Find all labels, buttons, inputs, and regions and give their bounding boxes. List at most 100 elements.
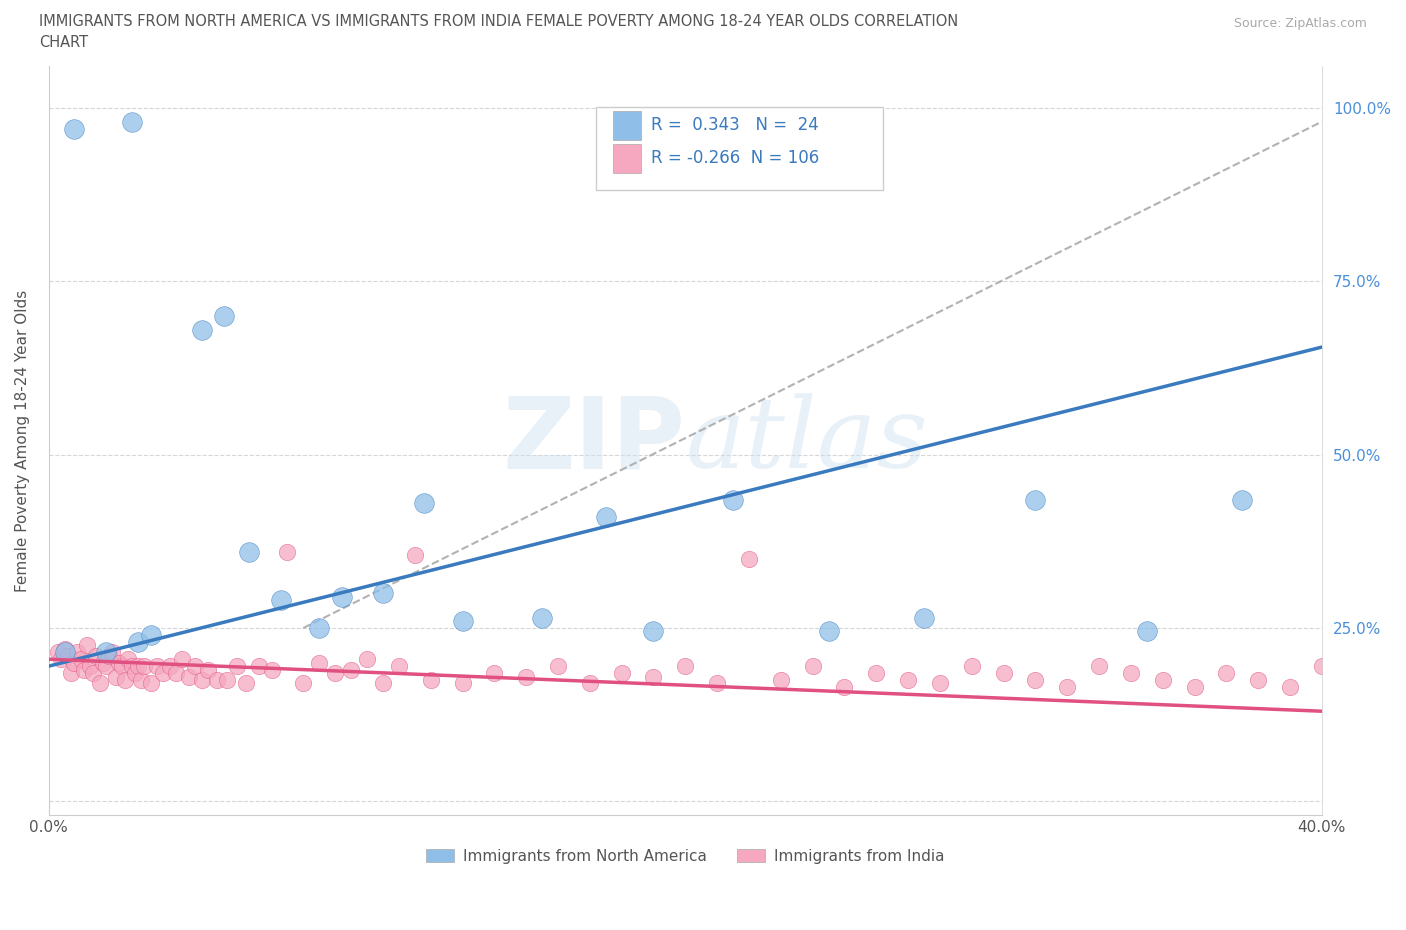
Point — [63, 121, 86, 136]
Point — [212, 309, 235, 324]
Point — [89, 676, 111, 691]
Point — [139, 676, 162, 691]
Text: IMMIGRANTS FROM NORTH AMERICA VS IMMIGRANTS FROM INDIA FEMALE POVERTY AMONG 18-2: IMMIGRANTS FROM NORTH AMERICA VS IMMIGRA… — [39, 14, 959, 29]
Point — [134, 658, 156, 673]
Point — [1247, 672, 1270, 687]
Point — [1024, 492, 1046, 507]
Point — [91, 656, 114, 671]
Point — [235, 676, 257, 691]
Point — [197, 662, 219, 677]
Point — [177, 669, 200, 684]
Point — [356, 652, 378, 667]
Point — [595, 510, 617, 525]
Point — [1232, 492, 1254, 507]
Point — [247, 658, 270, 673]
Point — [865, 666, 887, 681]
Point — [66, 644, 89, 659]
Point — [484, 666, 506, 681]
Point — [159, 658, 181, 673]
Point — [101, 644, 124, 659]
Point — [801, 658, 824, 673]
Point — [98, 648, 121, 663]
Point — [238, 544, 260, 559]
Point — [308, 656, 330, 671]
Point — [82, 666, 104, 681]
Point — [579, 676, 602, 691]
Point — [270, 592, 292, 607]
Point — [451, 614, 474, 629]
Point — [53, 644, 76, 659]
Text: CHART: CHART — [39, 35, 89, 50]
Text: ZIP: ZIP — [502, 392, 685, 489]
Point — [127, 658, 149, 673]
Point — [46, 644, 69, 659]
Point — [834, 680, 856, 695]
Point — [121, 658, 143, 673]
Point — [73, 662, 96, 677]
Point — [1056, 680, 1078, 695]
Legend: Immigrants from North America, Immigrants from India: Immigrants from North America, Immigrant… — [419, 841, 952, 871]
Point — [419, 672, 441, 687]
Point — [1119, 666, 1142, 681]
Text: R =  0.343   N =  24: R = 0.343 N = 24 — [651, 116, 818, 134]
Y-axis label: Female Poverty Among 18-24 Year Olds: Female Poverty Among 18-24 Year Olds — [15, 289, 30, 591]
Point — [86, 648, 108, 663]
Point — [225, 658, 247, 673]
Point — [117, 652, 139, 667]
Point — [276, 544, 298, 559]
Point — [547, 658, 569, 673]
Point — [1279, 680, 1302, 695]
Point — [413, 496, 436, 511]
Point — [215, 672, 238, 687]
Bar — [613, 144, 641, 173]
Point — [993, 666, 1015, 681]
Point — [643, 669, 665, 684]
Point — [531, 610, 554, 625]
Point — [323, 666, 346, 681]
Point — [139, 628, 162, 643]
Point — [1136, 624, 1159, 639]
Point — [1310, 658, 1333, 673]
Point — [69, 652, 91, 667]
FancyBboxPatch shape — [596, 107, 883, 190]
Point — [172, 652, 194, 667]
Point — [371, 586, 394, 601]
Point — [79, 658, 101, 673]
Point — [897, 672, 920, 687]
Point — [104, 669, 127, 684]
Bar — [613, 111, 641, 140]
Point — [207, 672, 229, 687]
Point — [292, 676, 315, 691]
Point — [308, 620, 330, 635]
Point — [76, 638, 98, 653]
Point — [124, 666, 146, 681]
Point — [107, 656, 129, 671]
Point — [63, 656, 86, 671]
Point — [165, 666, 187, 681]
Point — [121, 114, 143, 129]
Point — [912, 610, 935, 625]
Point — [53, 642, 76, 657]
Point — [1088, 658, 1111, 673]
Point — [769, 672, 792, 687]
Point — [340, 662, 363, 677]
Point — [673, 658, 696, 673]
Point — [388, 658, 411, 673]
Point — [1374, 680, 1396, 695]
Point — [643, 624, 665, 639]
Point — [94, 644, 117, 659]
Point — [330, 590, 353, 604]
Point — [451, 676, 474, 691]
Text: atlas: atlas — [685, 393, 928, 488]
Point — [260, 662, 283, 677]
Point — [129, 672, 152, 687]
Point — [738, 551, 761, 566]
Point — [404, 548, 426, 563]
Point — [94, 658, 117, 673]
Point — [1343, 672, 1365, 687]
Point — [60, 666, 83, 681]
Point — [51, 652, 73, 667]
Point — [706, 676, 728, 691]
Point — [190, 323, 212, 338]
Point — [114, 672, 136, 687]
